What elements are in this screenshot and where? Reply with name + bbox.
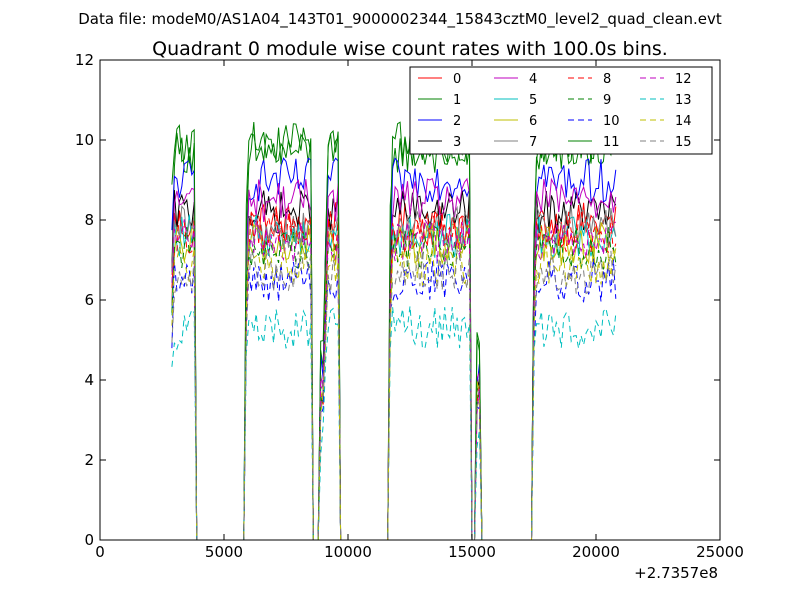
y-tick-label: 2 xyxy=(84,451,94,469)
series-line-10 xyxy=(171,258,617,540)
legend-label-1: 1 xyxy=(453,93,461,108)
y-tick-label: 0 xyxy=(84,531,94,549)
legend-label-13: 13 xyxy=(675,93,692,108)
x-tick-label: 5000 xyxy=(205,543,243,561)
series-line-11 xyxy=(171,121,617,540)
legend-label-10: 10 xyxy=(603,114,620,129)
legend-label-3: 3 xyxy=(453,135,461,150)
x-tick-label: 25000 xyxy=(696,543,744,561)
legend-label-15: 15 xyxy=(675,135,692,150)
legend-label-12: 12 xyxy=(675,72,692,87)
y-tick-label: 10 xyxy=(75,131,94,149)
series-line-7 xyxy=(171,204,617,540)
x-offset-label: +2.7357e8 xyxy=(634,564,718,582)
x-tick-label: 10000 xyxy=(324,543,372,561)
legend-label-0: 0 xyxy=(453,72,461,87)
series-line-15 xyxy=(171,248,617,540)
chart-title: Quadrant 0 module wise count rates with … xyxy=(152,38,668,60)
series-lines xyxy=(171,121,617,540)
series-line-12 xyxy=(171,217,617,540)
legend-label-11: 11 xyxy=(603,135,620,150)
series-line-14 xyxy=(171,241,617,540)
x-tick-label: 15000 xyxy=(448,543,496,561)
x-axis: 0 5000 10000 15000 20000 25000 xyxy=(95,60,744,561)
legend-label-2: 2 xyxy=(453,114,461,129)
y-tick-label: 12 xyxy=(75,51,94,69)
y-tick-label: 4 xyxy=(84,371,94,389)
legend-label-5: 5 xyxy=(529,93,537,108)
series-line-1 xyxy=(171,129,617,540)
legend-label-9: 9 xyxy=(603,93,611,108)
legend-label-14: 14 xyxy=(675,114,692,129)
y-tick-label: 6 xyxy=(84,291,94,309)
legend-label-7: 7 xyxy=(529,135,537,150)
x-tick-label: 20000 xyxy=(572,543,620,561)
legend-label-6: 6 xyxy=(529,114,537,129)
x-tick-label: 0 xyxy=(95,543,105,561)
series-line-8 xyxy=(171,210,617,540)
legend-label-8: 8 xyxy=(603,72,611,87)
y-tick-label: 8 xyxy=(84,211,94,229)
legend-label-4: 4 xyxy=(529,72,537,87)
data-file-header: Data file: modeM0/AS1A04_143T01_90000023… xyxy=(78,10,722,29)
legend-frame xyxy=(409,66,713,155)
series-line-13 xyxy=(171,306,617,540)
